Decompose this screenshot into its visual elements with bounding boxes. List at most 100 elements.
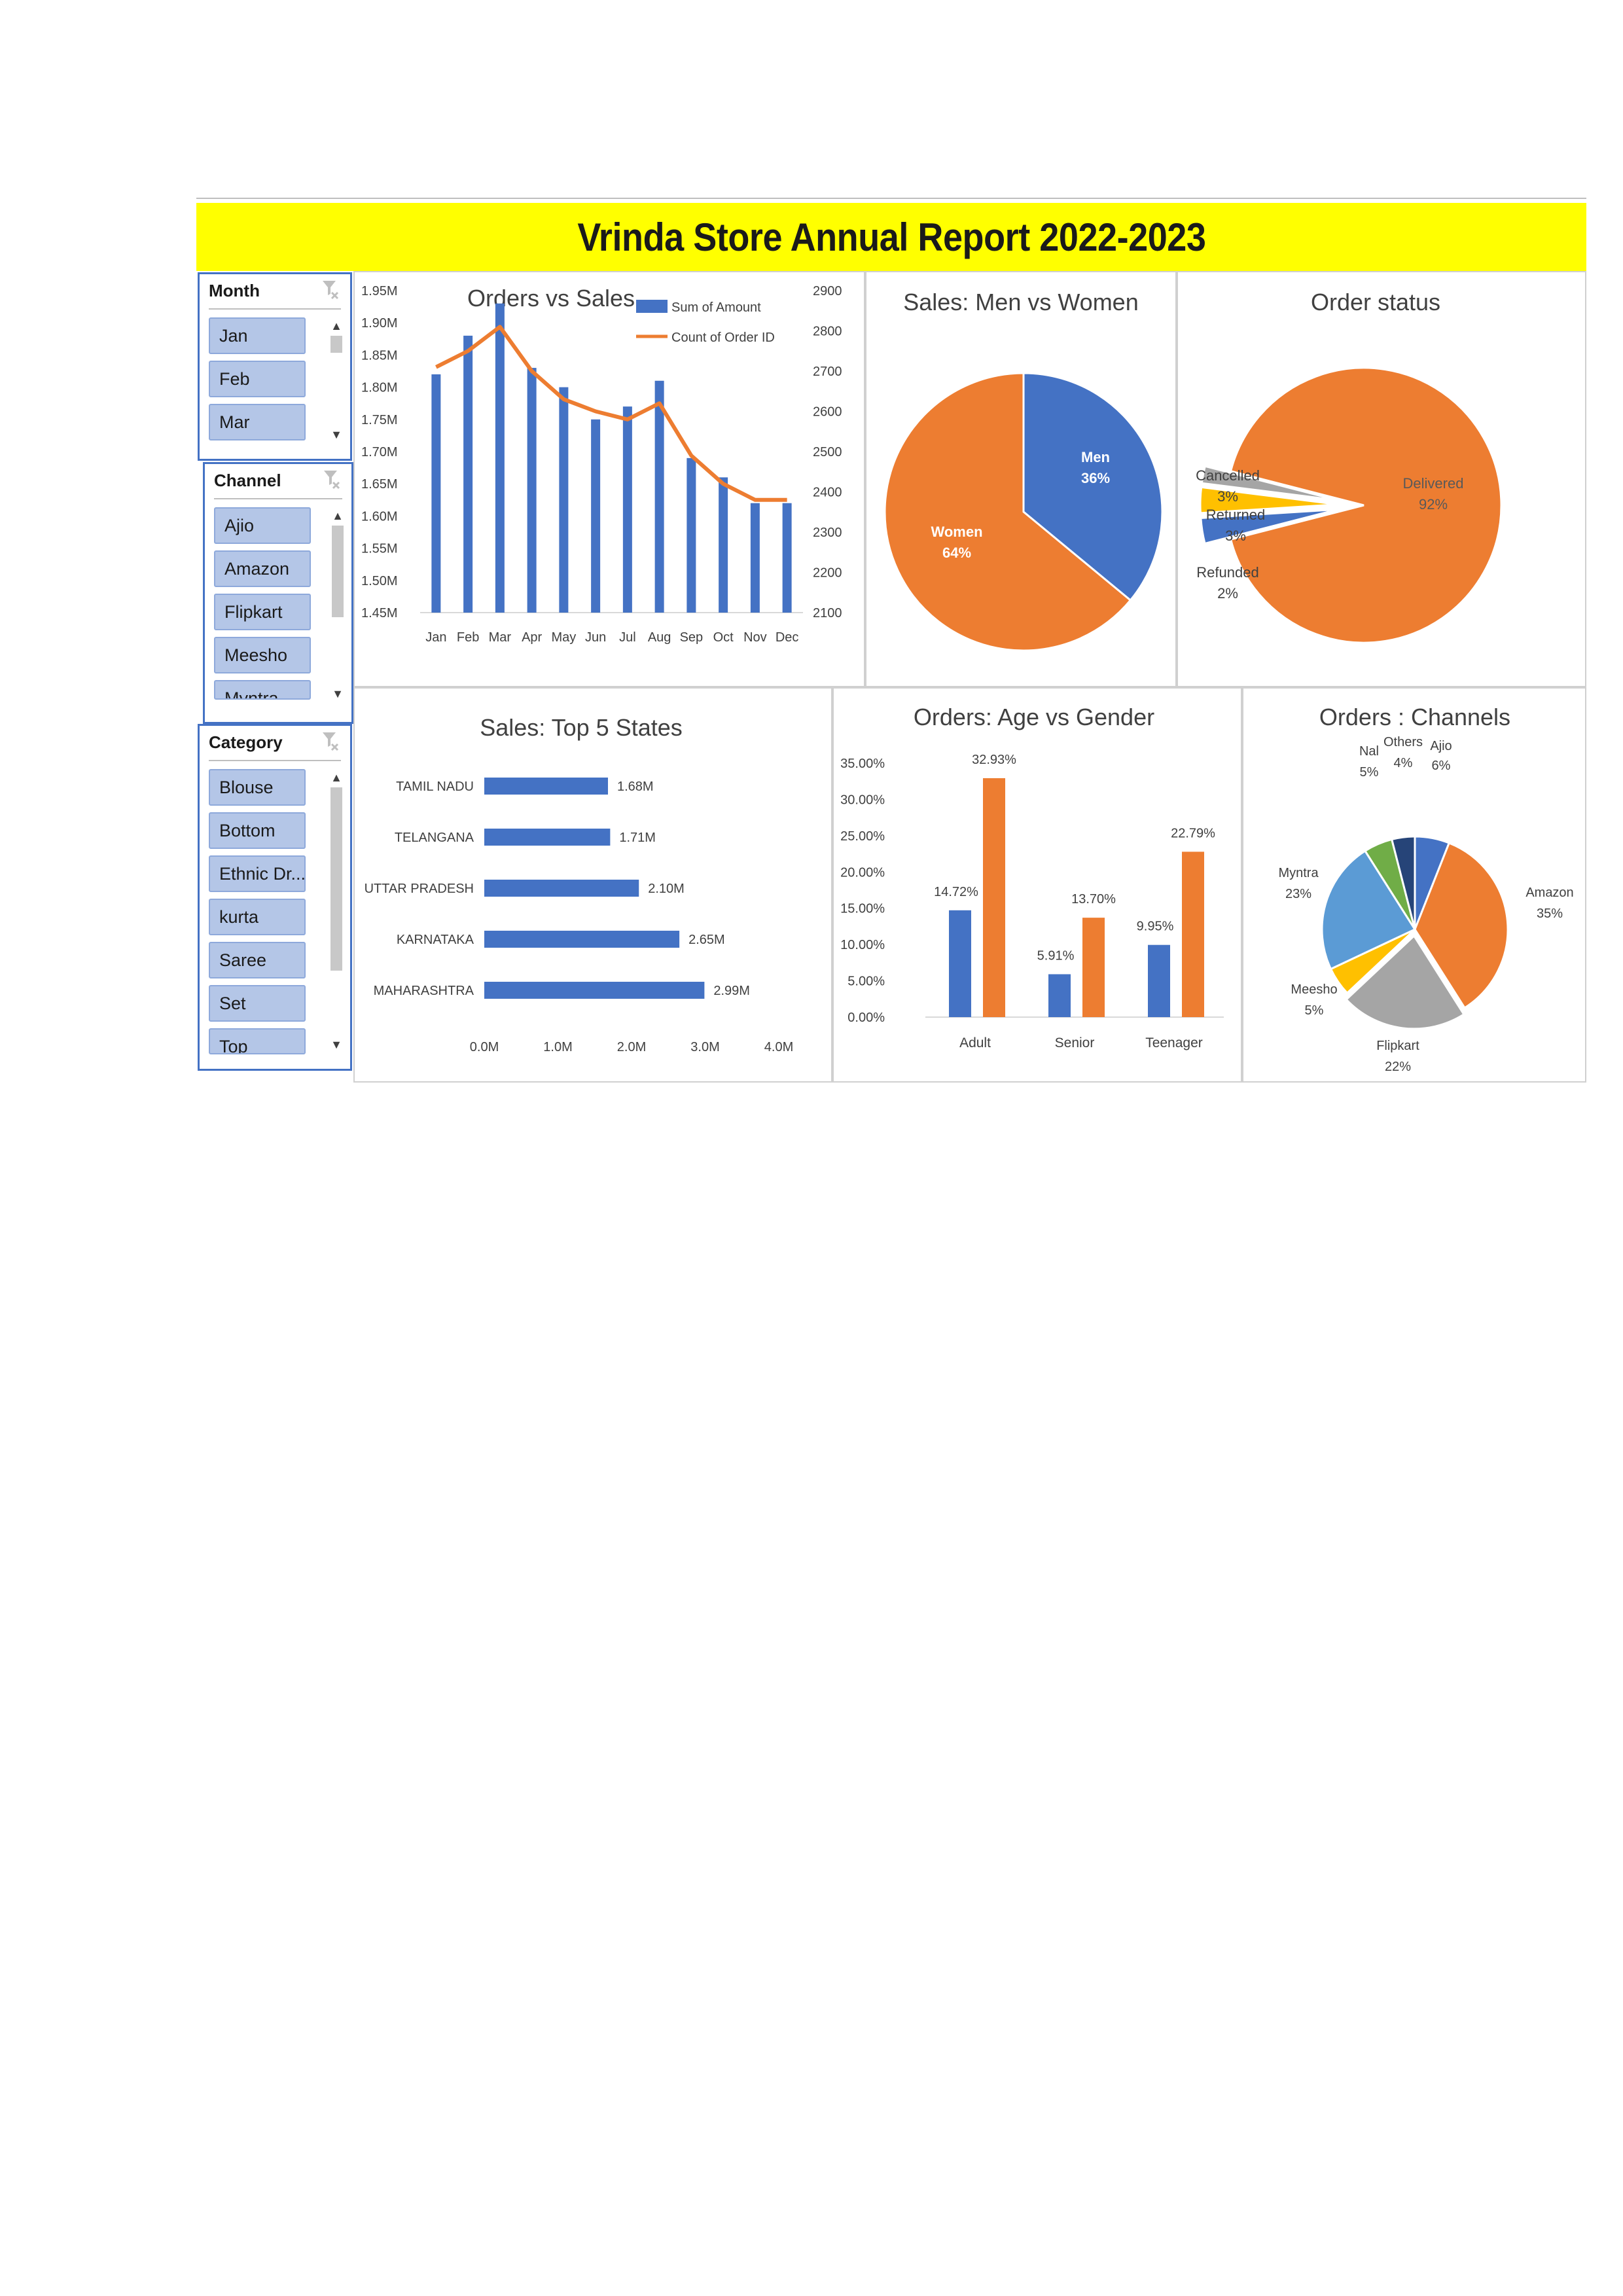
slicer-item-amazon[interactable]: Amazon — [214, 550, 311, 587]
slicer-item-feb[interactable]: Feb — [209, 361, 306, 397]
x-tick-label: 4.0M — [764, 1040, 793, 1054]
left-axis-tick-label: 1.70M — [361, 445, 398, 459]
slice-men — [1022, 372, 1164, 602]
x-tick-label: Mar — [489, 630, 512, 645]
slicer-item-flipkart[interactable]: Flipkart — [214, 594, 311, 630]
age-vs-gender-panel: Orders: Age vs Gender 0.00% 5.00% 10.00% 15.… — [832, 687, 1242, 1083]
channel-slicer-header: Channel — [214, 471, 281, 490]
clear-filter-icon[interactable] — [321, 468, 341, 490]
scroll-down-icon[interactable]: ▼ — [330, 428, 342, 441]
category-scrollbar[interactable]: ▲ ▼ — [329, 770, 344, 1053]
slicer-item-set[interactable]: Set — [209, 985, 306, 1022]
y-tick-label: KARNATAKA — [397, 933, 474, 947]
bar-adult-series-2 — [983, 778, 1005, 1017]
y-tick-label: 30.00% — [840, 793, 885, 807]
chart-title: Orders vs Sales — [467, 285, 635, 312]
report-title-bar: Vrinda Store Annual Report 2022-2023 — [196, 203, 1586, 271]
month-slicer-header: Month — [209, 281, 260, 300]
slice-label-men: Men — [1081, 449, 1110, 465]
slice-pct-women: 64% — [942, 545, 971, 561]
slicer-item-mar[interactable]: Mar — [209, 404, 306, 440]
x-tick-label: Jun — [585, 630, 606, 645]
slice-others — [1390, 835, 1416, 930]
x-tick-label: Feb — [457, 630, 479, 645]
left-axis-tick-label: 1.50M — [361, 574, 398, 588]
slice-pct-amazon: 35% — [1537, 906, 1563, 921]
data-label: 14.72% — [934, 885, 978, 899]
chart-title: Orders: Age vs Gender — [914, 704, 1154, 730]
orders-vs-sales-panel: Orders vs Sales 1.45M 1.50M 1.55M 1.60M 1.65M… — [353, 271, 865, 687]
channel-scrollbar[interactable]: ▲ ▼ — [330, 509, 345, 702]
data-label: 5.91% — [1037, 948, 1075, 963]
category-slicer-header: Category — [209, 732, 283, 752]
x-tick-label: 2.0M — [617, 1040, 646, 1054]
right-axis-tick-label: 2500 — [813, 445, 842, 459]
month-slicer[interactable]: Month Jan Feb Mar ▲ ▼ — [198, 272, 352, 461]
x-tick-label: Adult — [959, 1035, 991, 1050]
x-tick-label: Senior — [1055, 1035, 1095, 1050]
slicer-item-kurta[interactable]: kurta — [209, 899, 306, 935]
right-axis-tick-label: 2300 — [813, 526, 842, 540]
category-slicer[interactable]: Category Blouse Bottom Ethnic Dr... kurt… — [198, 724, 352, 1071]
slice-label-returned: Returned — [1206, 507, 1266, 523]
slicer-item-bottom[interactable]: Bottom — [209, 812, 306, 849]
bar-sum-of-amount-nov — [750, 503, 760, 613]
x-tick-label: 0.0M — [470, 1040, 499, 1054]
x-tick-label: 1.0M — [543, 1040, 572, 1054]
bar-sum-of-amount-jun — [591, 419, 601, 613]
x-tick-label: Apr — [522, 630, 542, 645]
right-axis-tick-label: 2700 — [813, 365, 842, 379]
left-axis-tick-label: 1.90M — [361, 316, 398, 331]
bar-telangana — [484, 829, 611, 846]
slicer-item-myntra[interactable]: Myntra — [214, 680, 311, 700]
slicer-item-top[interactable]: Top — [209, 1028, 306, 1054]
slice-label-ajio: Ajio — [1430, 739, 1452, 753]
scroll-up-icon[interactable]: ▲ — [332, 509, 344, 522]
slice-label-women: Women — [931, 524, 982, 540]
left-axis-tick-label: 1.55M — [361, 542, 398, 556]
slice-pct-refunded: 2% — [1217, 585, 1238, 601]
right-axis-tick-label: 2900 — [813, 284, 842, 298]
x-tick-label: Jul — [619, 630, 636, 645]
bar-karnataka — [484, 931, 680, 948]
bar-senior-series-1 — [1048, 974, 1071, 1017]
slice-pct-flipkart: 22% — [1385, 1060, 1411, 1074]
data-label: 13.70% — [1071, 892, 1116, 906]
bar-sum-of-amount-dec — [782, 503, 792, 613]
clear-filter-icon[interactable] — [320, 278, 340, 300]
slice-pct-others: 4% — [1394, 756, 1413, 770]
bar-senior-series-2 — [1082, 918, 1105, 1017]
clear-filter-icon[interactable] — [320, 730, 340, 752]
slicer-item-jan[interactable]: Jan — [209, 317, 306, 354]
chart-title: Sales: Top 5 States — [480, 714, 683, 741]
slice-label-cancelled: Cancelled — [1196, 467, 1260, 484]
slicer-item-blouse[interactable]: Blouse — [209, 769, 306, 806]
orders-vs-sales-chart: Orders vs Sales 1.45M 1.50M 1.55M 1.60M 1.65M… — [361, 284, 842, 645]
slice-label-meesho: Meesho — [1291, 982, 1337, 997]
scroll-down-icon[interactable]: ▼ — [332, 687, 344, 700]
bar-sum-of-amount-may — [559, 387, 569, 613]
slice-pct-delivered: 92% — [1419, 496, 1448, 512]
slice-women — [883, 372, 1132, 652]
slicer-item-saree[interactable]: Saree — [209, 942, 306, 978]
right-axis-tick-label: 2100 — [813, 606, 842, 620]
bar-sum-of-amount-apr — [527, 368, 537, 613]
scroll-up-icon[interactable]: ▲ — [330, 771, 342, 784]
slice-label-flipkart: Flipkart — [1376, 1039, 1419, 1053]
scroll-up-icon[interactable]: ▲ — [330, 319, 342, 332]
scroll-down-icon[interactable]: ▼ — [330, 1038, 342, 1051]
slicer-item-ajio[interactable]: Ajio — [214, 507, 311, 544]
chart-title: Order status — [1311, 289, 1440, 315]
data-label: 1.68M — [617, 780, 654, 794]
y-tick-label: 5.00% — [847, 975, 885, 989]
channel-slicer[interactable]: Channel Ajio Amazon Flipkart Meesho Mynt… — [203, 462, 353, 724]
month-scrollbar[interactable]: ▲ ▼ — [329, 319, 344, 442]
slicer-item-meesho[interactable]: Meesho — [214, 637, 311, 673]
order-status-panel: Order status Delivered 92% Cancelled 3% Retur… — [1177, 271, 1586, 687]
bar-teenager-series-2 — [1182, 852, 1204, 1017]
line-count-of-order-id — [435, 325, 787, 502]
slicer-item-ethnic-dress[interactable]: Ethnic Dr... — [209, 855, 306, 892]
right-axis-tick-label: 2600 — [813, 405, 842, 420]
legend-label-count-of-order-id: Count of Order ID — [671, 331, 775, 345]
legend-swatch-sum-of-amount — [636, 300, 668, 313]
